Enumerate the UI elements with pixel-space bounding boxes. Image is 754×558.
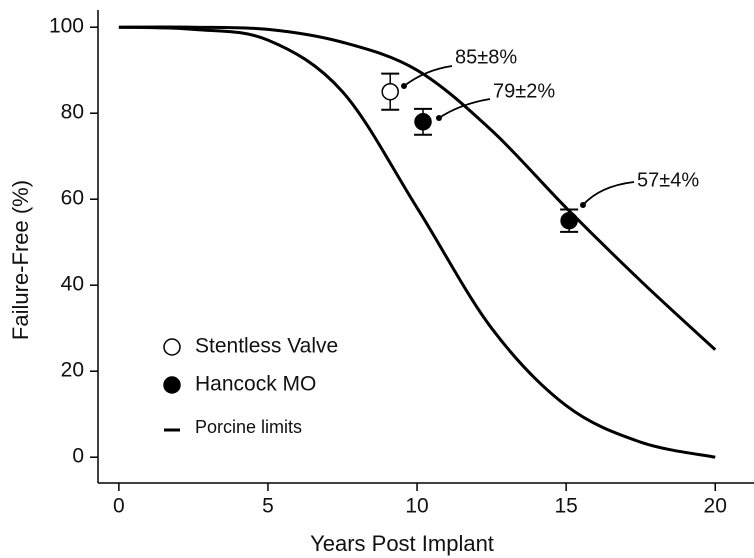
x-tick-label: 0	[113, 495, 125, 518]
y-tick-label: 60	[61, 187, 84, 210]
data-point	[381, 82, 399, 101]
legend-label: Hancock MO	[195, 373, 316, 396]
annotation-arrow	[582, 181, 635, 206]
legend-label: Stentless Valve	[195, 335, 338, 358]
y-axis-title: Failure-Free (%)	[8, 180, 33, 340]
y-tick-label: 20	[61, 359, 84, 382]
x-axis-title: Years Post Implant	[310, 531, 494, 556]
legend-label: Porcine limits	[195, 417, 302, 437]
annotation: 85±8%	[455, 46, 517, 68]
x-tick-label: 15	[554, 495, 577, 518]
annotation-arrow	[438, 98, 491, 119]
limit-curve	[118, 25, 716, 459]
arrow-head	[401, 83, 407, 89]
x-tick-label: 20	[704, 495, 727, 518]
annotation-arrow	[403, 65, 453, 87]
annotation: 57±4%	[637, 169, 699, 191]
x-tick-label: 5	[262, 495, 274, 518]
arrow-head	[580, 202, 586, 208]
limit-curve	[118, 25, 717, 351]
x-tick-label: 10	[405, 495, 428, 518]
y-tick-label: 100	[49, 15, 84, 38]
annotation: 79±2%	[493, 80, 555, 102]
y-tick-label: 40	[61, 273, 84, 296]
legend-marker	[163, 376, 181, 394]
y-tick-label: 80	[61, 101, 84, 124]
data-point	[414, 113, 432, 131]
y-tick-label: 0	[72, 445, 84, 468]
legend-marker	[163, 338, 181, 356]
arrow-head	[436, 115, 442, 121]
